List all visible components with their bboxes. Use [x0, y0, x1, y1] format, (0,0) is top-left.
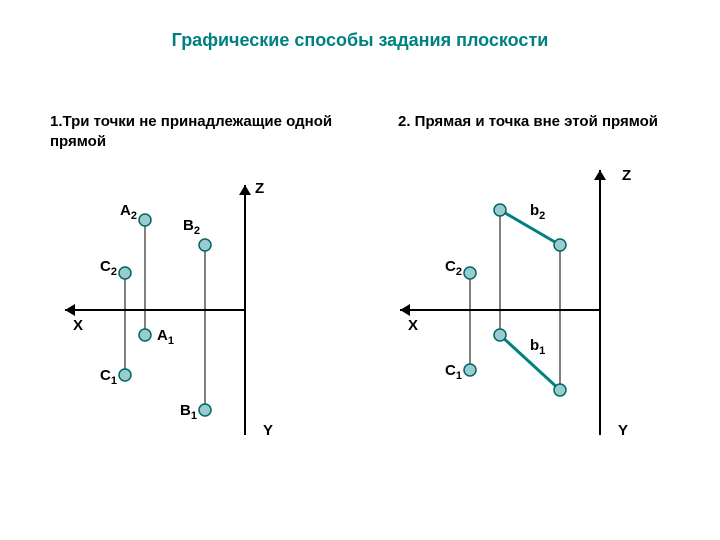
svg-text:A2: A2	[120, 202, 137, 222]
svg-text:B2: B2	[183, 217, 200, 237]
svg-text:A1: A1	[157, 327, 174, 347]
svg-text:b2: b2	[530, 202, 545, 222]
svg-text:C2: C2	[445, 258, 462, 278]
diagram-left: X Z Y A2 B2 C2 A1 C1 B1	[65, 175, 325, 480]
diagram-right: XZYC2C1b2b1	[400, 175, 680, 480]
section1-heading: 1.Три точки не принадлежащие одной прямо…	[50, 112, 350, 151]
svg-text:X: X	[408, 317, 418, 334]
svg-text:b1: b1	[530, 337, 545, 357]
svg-text:B1: B1	[180, 402, 197, 422]
section2-heading: 2. Прямая и точка вне этой прямой	[398, 112, 678, 132]
page-title: Графические способы задания плоскости	[0, 30, 720, 51]
svg-text:C1: C1	[445, 362, 462, 382]
svg-text:Z: Z	[255, 180, 264, 197]
svg-text:Y: Y	[618, 422, 628, 439]
svg-text:C2: C2	[100, 258, 117, 278]
svg-text:X: X	[73, 317, 83, 334]
svg-text:C1: C1	[100, 367, 117, 387]
svg-text:Z: Z	[622, 167, 631, 184]
svg-text:Y: Y	[263, 422, 273, 439]
